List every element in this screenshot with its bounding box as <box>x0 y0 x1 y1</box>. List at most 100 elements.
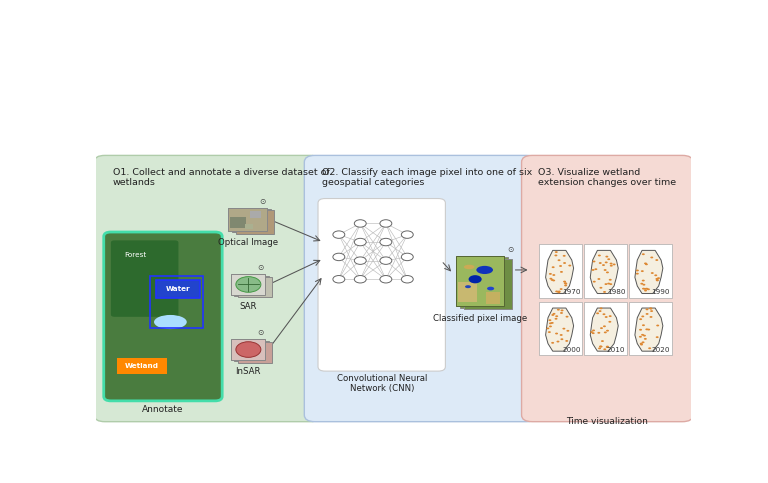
Circle shape <box>549 322 552 324</box>
Circle shape <box>333 275 345 283</box>
Circle shape <box>380 220 392 227</box>
Bar <box>465 259 512 309</box>
Circle shape <box>613 264 616 265</box>
Polygon shape <box>591 250 618 294</box>
Text: SAR: SAR <box>239 302 257 311</box>
Circle shape <box>554 318 558 320</box>
Circle shape <box>380 257 392 264</box>
Circle shape <box>598 347 601 349</box>
Text: Forest: Forest <box>124 252 146 258</box>
Circle shape <box>610 263 613 265</box>
Circle shape <box>655 278 658 280</box>
Circle shape <box>560 271 563 273</box>
Text: Time visualization: Time visualization <box>566 417 648 426</box>
Circle shape <box>650 310 653 312</box>
Circle shape <box>647 328 650 330</box>
FancyBboxPatch shape <box>104 232 222 401</box>
FancyBboxPatch shape <box>304 156 537 422</box>
Circle shape <box>642 253 645 255</box>
Circle shape <box>609 279 612 281</box>
Circle shape <box>646 313 648 315</box>
Bar <box>150 275 203 327</box>
Circle shape <box>402 253 413 261</box>
Circle shape <box>639 329 642 331</box>
Bar <box>539 244 582 298</box>
Circle shape <box>644 290 647 292</box>
Circle shape <box>236 342 261 357</box>
Circle shape <box>564 282 567 284</box>
Circle shape <box>566 330 569 332</box>
Circle shape <box>603 291 606 293</box>
Circle shape <box>551 266 554 268</box>
Text: Classified pixel image: Classified pixel image <box>433 314 527 324</box>
Bar <box>456 256 504 306</box>
Circle shape <box>354 220 366 227</box>
Text: 1970: 1970 <box>562 289 581 295</box>
Circle shape <box>592 260 595 262</box>
Text: Wetland: Wetland <box>125 363 159 369</box>
Circle shape <box>600 287 602 289</box>
Circle shape <box>642 280 645 282</box>
Circle shape <box>609 315 611 317</box>
Circle shape <box>354 275 366 283</box>
Circle shape <box>551 279 554 281</box>
Circle shape <box>636 270 639 271</box>
Ellipse shape <box>154 315 187 329</box>
Circle shape <box>606 346 609 348</box>
Circle shape <box>554 251 558 253</box>
Circle shape <box>402 275 413 283</box>
Circle shape <box>558 291 561 293</box>
Circle shape <box>560 334 563 336</box>
Ellipse shape <box>464 265 475 269</box>
Bar <box>234 341 269 361</box>
Circle shape <box>607 283 610 284</box>
Polygon shape <box>545 308 574 351</box>
Bar <box>584 244 627 298</box>
Bar <box>456 256 504 306</box>
Ellipse shape <box>468 275 482 284</box>
Circle shape <box>639 318 642 320</box>
Circle shape <box>645 328 648 330</box>
Circle shape <box>562 328 565 329</box>
Circle shape <box>549 273 552 275</box>
Circle shape <box>561 310 564 312</box>
Circle shape <box>593 281 596 283</box>
Bar <box>458 283 477 302</box>
Circle shape <box>601 340 604 342</box>
Circle shape <box>606 346 609 347</box>
Ellipse shape <box>465 285 471 288</box>
Circle shape <box>600 307 603 309</box>
Circle shape <box>600 327 603 329</box>
Circle shape <box>236 277 261 292</box>
Circle shape <box>605 256 608 257</box>
Circle shape <box>656 279 659 281</box>
Circle shape <box>644 262 647 264</box>
Circle shape <box>565 316 568 318</box>
Bar <box>629 301 671 355</box>
Circle shape <box>559 265 562 267</box>
Bar <box>230 274 265 295</box>
Circle shape <box>558 259 561 261</box>
Circle shape <box>551 314 554 316</box>
Text: Water: Water <box>166 286 190 292</box>
Circle shape <box>555 333 558 334</box>
Circle shape <box>604 316 607 318</box>
Circle shape <box>654 274 657 276</box>
Polygon shape <box>635 308 663 351</box>
Polygon shape <box>545 250 574 294</box>
Bar <box>460 257 508 308</box>
Bar <box>629 244 671 298</box>
Circle shape <box>643 335 646 337</box>
Text: InSAR: InSAR <box>235 367 260 376</box>
Circle shape <box>641 341 644 343</box>
Text: ⊙: ⊙ <box>508 245 514 254</box>
Circle shape <box>645 263 648 265</box>
Circle shape <box>656 280 659 281</box>
Bar <box>245 224 253 229</box>
FancyBboxPatch shape <box>318 199 445 371</box>
Circle shape <box>641 270 644 272</box>
Circle shape <box>354 257 366 264</box>
Circle shape <box>655 259 658 261</box>
Circle shape <box>563 262 566 264</box>
Circle shape <box>551 342 554 344</box>
